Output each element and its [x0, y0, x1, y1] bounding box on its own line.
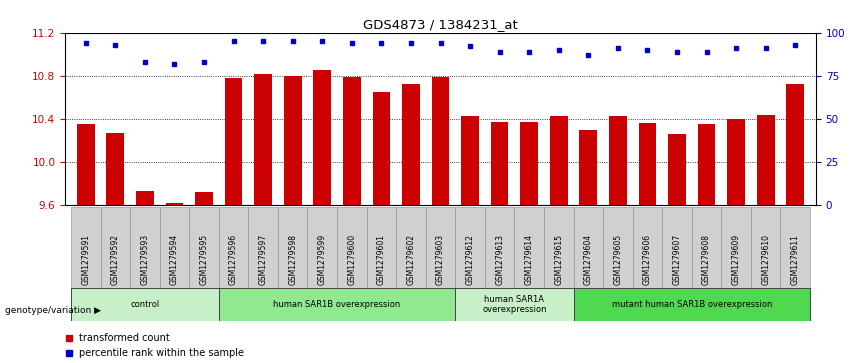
Bar [166, 203, 183, 205]
Bar [425, 207, 456, 289]
Bar [337, 207, 366, 289]
Bar [101, 207, 130, 289]
Text: GSM1279601: GSM1279601 [377, 233, 386, 285]
Bar [520, 122, 538, 205]
Text: GSM1279605: GSM1279605 [614, 233, 622, 285]
Bar [402, 84, 420, 205]
Text: GSM1279593: GSM1279593 [141, 233, 149, 285]
Bar [254, 74, 272, 205]
Text: GSM1279597: GSM1279597 [259, 233, 267, 285]
Bar [219, 207, 248, 289]
Text: control: control [130, 300, 160, 309]
Bar [307, 207, 337, 289]
Text: mutant human SAR1B overexpression: mutant human SAR1B overexpression [612, 300, 772, 309]
Text: GSM1279611: GSM1279611 [791, 234, 799, 285]
Text: GSM1279602: GSM1279602 [406, 233, 416, 285]
Title: GDS4873 / 1384231_at: GDS4873 / 1384231_at [363, 19, 518, 32]
Bar [662, 207, 692, 289]
Bar [727, 119, 745, 205]
Bar [485, 207, 515, 289]
Text: GSM1279592: GSM1279592 [111, 233, 120, 285]
Text: GSM1279600: GSM1279600 [347, 233, 357, 285]
Bar [633, 207, 662, 289]
Text: GSM1279594: GSM1279594 [170, 233, 179, 285]
Bar [189, 207, 219, 289]
Text: GSM1279595: GSM1279595 [200, 233, 208, 285]
Bar [130, 207, 160, 289]
Bar [278, 207, 307, 289]
Bar [780, 207, 810, 289]
Bar [544, 207, 574, 289]
Bar [225, 78, 242, 205]
Bar [751, 207, 780, 289]
Bar [195, 192, 213, 205]
Bar [136, 191, 154, 205]
Text: GSM1279603: GSM1279603 [436, 233, 445, 285]
Text: GSM1279612: GSM1279612 [465, 234, 475, 285]
Text: GSM1279598: GSM1279598 [288, 233, 297, 285]
Text: GSM1279614: GSM1279614 [524, 233, 534, 285]
Bar [609, 116, 627, 205]
Bar [721, 207, 751, 289]
Bar [603, 207, 633, 289]
Bar [313, 70, 331, 205]
Bar [431, 77, 450, 205]
Text: GSM1279613: GSM1279613 [495, 233, 504, 285]
Text: GSM1279591: GSM1279591 [82, 233, 90, 285]
Text: transformed count: transformed count [79, 333, 170, 343]
Text: GSM1279606: GSM1279606 [643, 233, 652, 285]
Text: GSM1279596: GSM1279596 [229, 233, 238, 285]
Bar [248, 207, 278, 289]
Bar [490, 122, 509, 205]
Bar [639, 123, 656, 205]
Text: genotype/variation ▶: genotype/variation ▶ [5, 306, 101, 315]
Bar [71, 288, 219, 321]
Bar [456, 207, 485, 289]
Bar [366, 207, 396, 289]
Bar [77, 124, 95, 205]
Bar [757, 115, 774, 205]
Bar [372, 92, 391, 205]
Text: percentile rank within the sample: percentile rank within the sample [79, 348, 244, 358]
Bar [574, 207, 603, 289]
Bar [284, 76, 301, 205]
Bar [343, 77, 361, 205]
Bar [698, 124, 715, 205]
Bar [219, 288, 456, 321]
Bar [550, 116, 568, 205]
Bar [668, 134, 686, 205]
Bar [160, 207, 189, 289]
Text: GSM1279615: GSM1279615 [555, 233, 563, 285]
Bar [574, 288, 810, 321]
Bar [71, 207, 101, 289]
Text: GSM1279608: GSM1279608 [702, 233, 711, 285]
Bar [515, 207, 544, 289]
Text: GSM1279607: GSM1279607 [673, 233, 681, 285]
Text: GSM1279610: GSM1279610 [761, 233, 770, 285]
Text: GSM1279604: GSM1279604 [584, 233, 593, 285]
Text: GSM1279609: GSM1279609 [732, 233, 740, 285]
Text: human SAR1A
overexpression: human SAR1A overexpression [482, 295, 547, 314]
Text: human SAR1B overexpression: human SAR1B overexpression [273, 300, 401, 309]
Bar [396, 207, 425, 289]
Bar [692, 207, 721, 289]
Bar [461, 116, 479, 205]
Bar [580, 130, 597, 205]
Bar [786, 84, 804, 205]
Text: GSM1279599: GSM1279599 [318, 233, 326, 285]
Bar [456, 288, 574, 321]
Bar [107, 133, 124, 205]
